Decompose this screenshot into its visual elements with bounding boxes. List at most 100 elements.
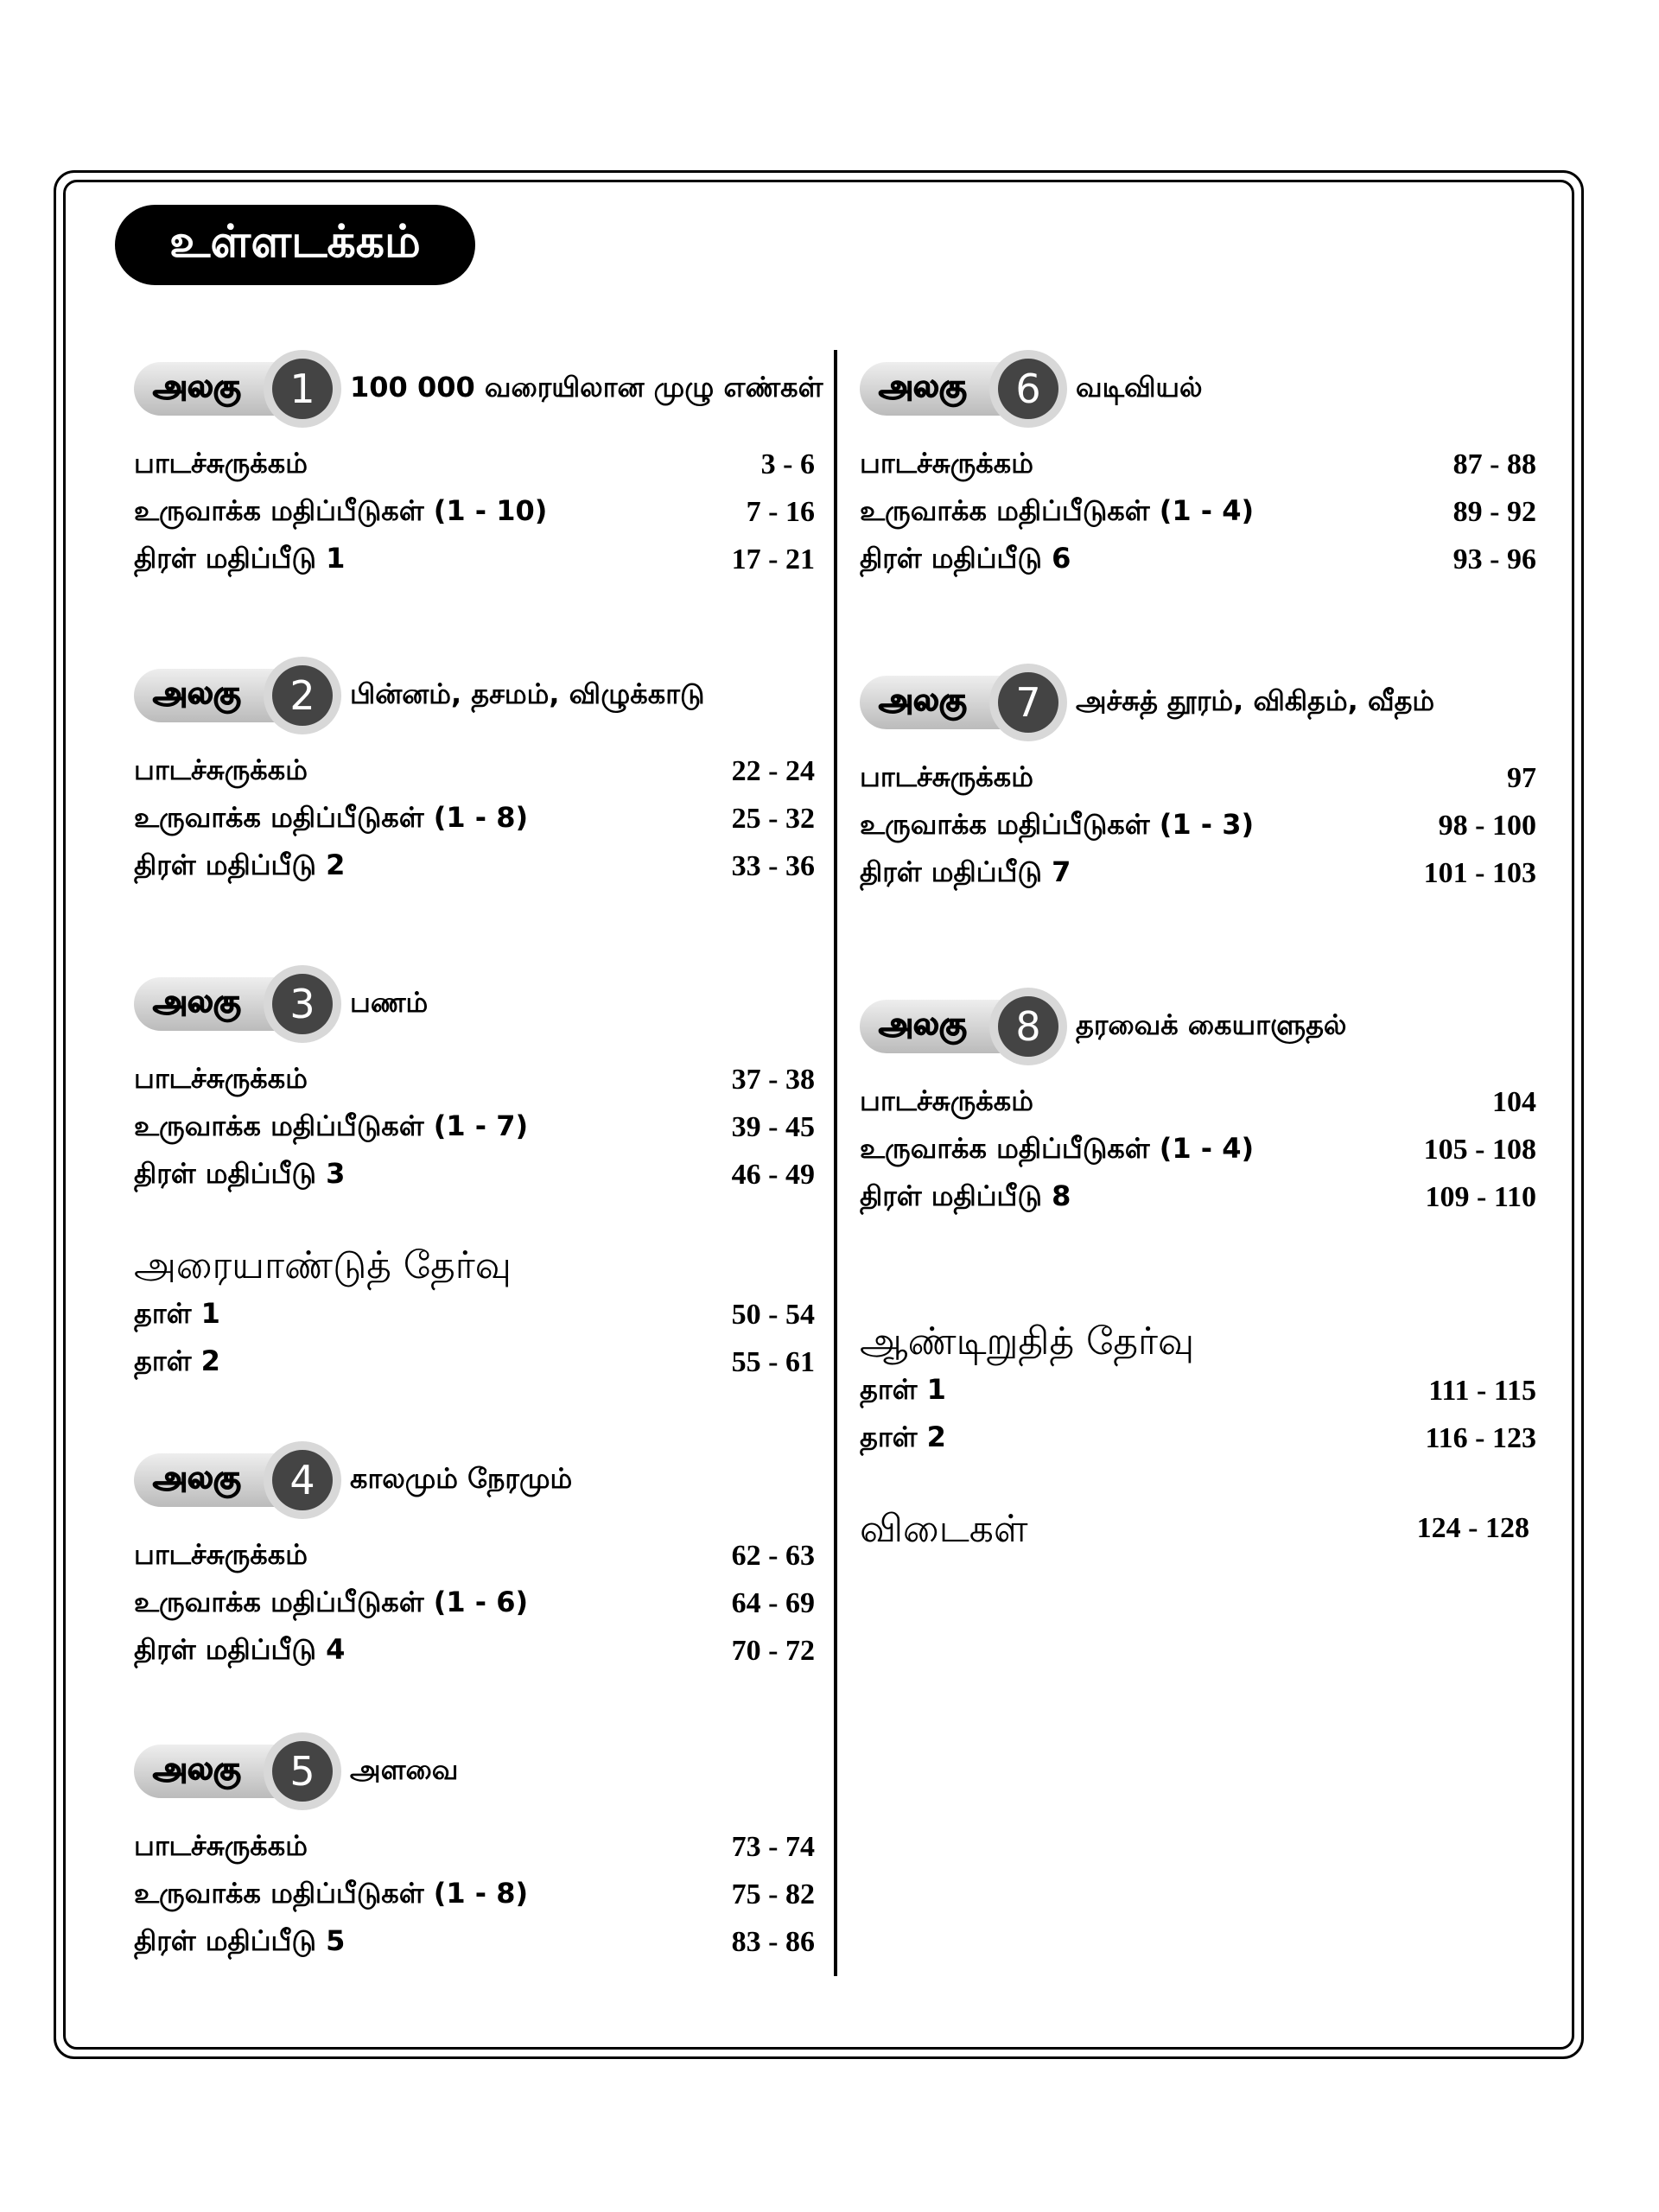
entry-pages: 50 - 54 xyxy=(731,1299,815,1331)
unit-number: 5 xyxy=(272,1741,333,1802)
entry-pages: 104 xyxy=(1492,1086,1536,1118)
entry-pages: 105 - 108 xyxy=(1423,1134,1536,1166)
unit-title: 100 000 வரையிலான முழு எண்கள் xyxy=(350,371,823,404)
entry-name: பாடச்சுருக்கம் xyxy=(134,1062,308,1095)
entry-pages: 116 - 123 xyxy=(1425,1422,1536,1454)
toc-row: உருவாக்க மதிப்பீடுகள் (1 - 10) 7 - 16 xyxy=(134,491,815,534)
entry-name: திரள் மதிப்பீடு 2 xyxy=(134,849,346,881)
entry-name: திரள் மதிப்பீடு 3 xyxy=(134,1157,346,1190)
page-frame xyxy=(54,170,1584,2059)
entry-pages: 73 - 74 xyxy=(731,1831,815,1863)
entry-pages: 70 - 72 xyxy=(731,1635,815,1667)
entry-pages: 83 - 86 xyxy=(731,1926,815,1958)
entry-name: திரள் மதிப்பீடு 4 xyxy=(134,1633,346,1666)
exam-title: அரையாண்டுத் தேர்வு xyxy=(134,1243,512,1287)
toc-row: தாள் 2 55 - 61 xyxy=(134,1341,815,1384)
unit-number: 1 xyxy=(272,359,333,419)
entry-pages: 89 - 92 xyxy=(1452,496,1536,528)
toc-row: தாள் 2 116 - 123 xyxy=(860,1417,1536,1460)
entry-name: பாடச்சுருக்கம் xyxy=(860,1084,1033,1117)
unit-number: 6 xyxy=(998,359,1058,419)
entry-pages: 98 - 100 xyxy=(1438,810,1536,842)
unit-number-circle: 5 xyxy=(264,1732,341,1810)
page-frame-inner xyxy=(63,180,1574,2050)
entry-pages: 93 - 96 xyxy=(1452,543,1536,575)
toc-row: திரள் மதிப்பீடு 6 93 - 96 xyxy=(860,538,1536,582)
toc-row: திரள் மதிப்பீடு 2 33 - 36 xyxy=(134,845,815,888)
toc-row: உருவாக்க மதிப்பீடுகள் (1 - 6) 64 - 69 xyxy=(134,1582,815,1625)
entry-pages: 101 - 103 xyxy=(1423,857,1536,889)
answers-title: விடைகள் xyxy=(860,1506,1028,1551)
entry-name: உருவாக்க மதிப்பீடுகள் (1 - 10) xyxy=(134,494,548,527)
toc-row: தாள் 1 111 - 115 xyxy=(860,1370,1536,1413)
entry-pages: 55 - 61 xyxy=(731,1346,815,1378)
column-divider xyxy=(834,350,837,1976)
toc-row: திரள் மதிப்பீடு 4 70 - 72 xyxy=(134,1630,815,1673)
entry-name: உருவாக்க மதிப்பீடுகள் (1 - 4) xyxy=(860,1132,1255,1165)
entry-name: தாள் 2 xyxy=(134,1344,220,1377)
entry-name: உருவாக்க மதிப்பீடுகள் (1 - 8) xyxy=(134,801,529,834)
unit-title: பின்னம், தசமம், விழுக்காடு xyxy=(350,677,705,710)
entry-name: திரள் மதிப்பீடு 5 xyxy=(134,1924,346,1957)
unit-number-circle: 4 xyxy=(264,1441,341,1519)
unit-number-circle: 1 xyxy=(264,350,341,428)
entry-pages: 111 - 115 xyxy=(1428,1375,1536,1407)
entry-name: திரள் மதிப்பீடு 8 xyxy=(860,1179,1071,1212)
unit-number-circle: 6 xyxy=(989,350,1067,428)
exam-title: ஆண்டிறுதித் தேர்வு xyxy=(860,1319,1195,1363)
toc-row: உருவாக்க மதிப்பீடுகள் (1 - 3) 98 - 100 xyxy=(860,804,1536,848)
entry-name: பாடச்சுருக்கம் xyxy=(860,760,1033,793)
unit-number: 3 xyxy=(272,974,333,1034)
unit-number-circle: 3 xyxy=(264,965,341,1043)
unit-number-circle: 7 xyxy=(989,664,1067,741)
toc-row: பாடச்சுருக்கம் 73 - 74 xyxy=(134,1826,815,1869)
contents-title: உள்ளடக்கம் xyxy=(115,205,475,285)
entry-name: திரள் மதிப்பீடு 7 xyxy=(860,855,1071,888)
unit-title: பணம் xyxy=(350,986,429,1019)
unit-number: 8 xyxy=(998,996,1058,1057)
unit-title: அளவை xyxy=(350,1753,459,1786)
unit-number-circle: 2 xyxy=(264,657,341,734)
entry-pages: 33 - 36 xyxy=(731,850,815,882)
entry-pages: 25 - 32 xyxy=(731,803,815,835)
answers-pages: 124 - 128 xyxy=(1416,1512,1529,1544)
entry-name: உருவாக்க மதிப்பீடுகள் (1 - 6) xyxy=(134,1586,529,1618)
toc-row: பாடச்சுருக்கம் 22 - 24 xyxy=(134,750,815,793)
toc-row: பாடச்சுருக்கம் 87 - 88 xyxy=(860,443,1536,486)
entry-name: தாள் 1 xyxy=(134,1297,220,1330)
entry-name: பாடச்சுருக்கம் xyxy=(134,1829,308,1862)
entry-name: உருவாக்க மதிப்பீடுகள் (1 - 7) xyxy=(134,1109,529,1142)
entry-pages: 39 - 45 xyxy=(731,1111,815,1143)
unit-title: வடிவியல் xyxy=(1076,371,1203,404)
toc-row: திரள் மதிப்பீடு 1 17 - 21 xyxy=(134,538,815,582)
entry-name: பாடச்சுருக்கம் xyxy=(134,1538,308,1571)
entry-pages: 109 - 110 xyxy=(1425,1181,1536,1213)
toc-row: திரள் மதிப்பீடு 3 46 - 49 xyxy=(134,1154,815,1197)
unit-title: தரவைக் கையாளுதல் xyxy=(1076,1008,1347,1041)
unit-number-circle: 8 xyxy=(989,988,1067,1065)
entry-name: பாடச்சுருக்கம் xyxy=(134,753,308,786)
entry-pages: 3 - 6 xyxy=(760,448,815,480)
entry-pages: 62 - 63 xyxy=(731,1540,815,1572)
entry-name: உருவாக்க மதிப்பீடுகள் (1 - 3) xyxy=(860,808,1255,841)
toc-row: பாடச்சுருக்கம் 104 xyxy=(860,1081,1536,1124)
unit-number: 2 xyxy=(272,665,333,726)
entry-name: பாடச்சுருக்கம் xyxy=(860,447,1033,480)
entry-name: திரள் மதிப்பீடு 1 xyxy=(134,542,346,575)
entry-pages: 17 - 21 xyxy=(731,543,815,575)
entry-pages: 37 - 38 xyxy=(731,1064,815,1096)
entry-name: உருவாக்க மதிப்பீடுகள் (1 - 8) xyxy=(134,1877,529,1910)
entry-pages: 22 - 24 xyxy=(731,755,815,787)
entry-pages: 75 - 82 xyxy=(731,1878,815,1910)
entry-name: உருவாக்க மதிப்பீடுகள் (1 - 4) xyxy=(860,494,1255,527)
toc-row: பாடச்சுருக்கம் 62 - 63 xyxy=(134,1535,815,1578)
toc-row: பாடச்சுருக்கம் 3 - 6 xyxy=(134,443,815,486)
toc-row: உருவாக்க மதிப்பீடுகள் (1 - 4) 89 - 92 xyxy=(860,491,1536,534)
entry-pages: 7 - 16 xyxy=(746,496,815,528)
entry-name: பாடச்சுருக்கம் xyxy=(134,447,308,480)
toc-row: பாடச்சுருக்கம் 97 xyxy=(860,757,1536,800)
entry-name: திரள் மதிப்பீடு 6 xyxy=(860,542,1071,575)
toc-row: திரள் மதிப்பீடு 7 101 - 103 xyxy=(860,852,1536,895)
toc-row: உருவாக்க மதிப்பீடுகள் (1 - 8) 25 - 32 xyxy=(134,798,815,841)
